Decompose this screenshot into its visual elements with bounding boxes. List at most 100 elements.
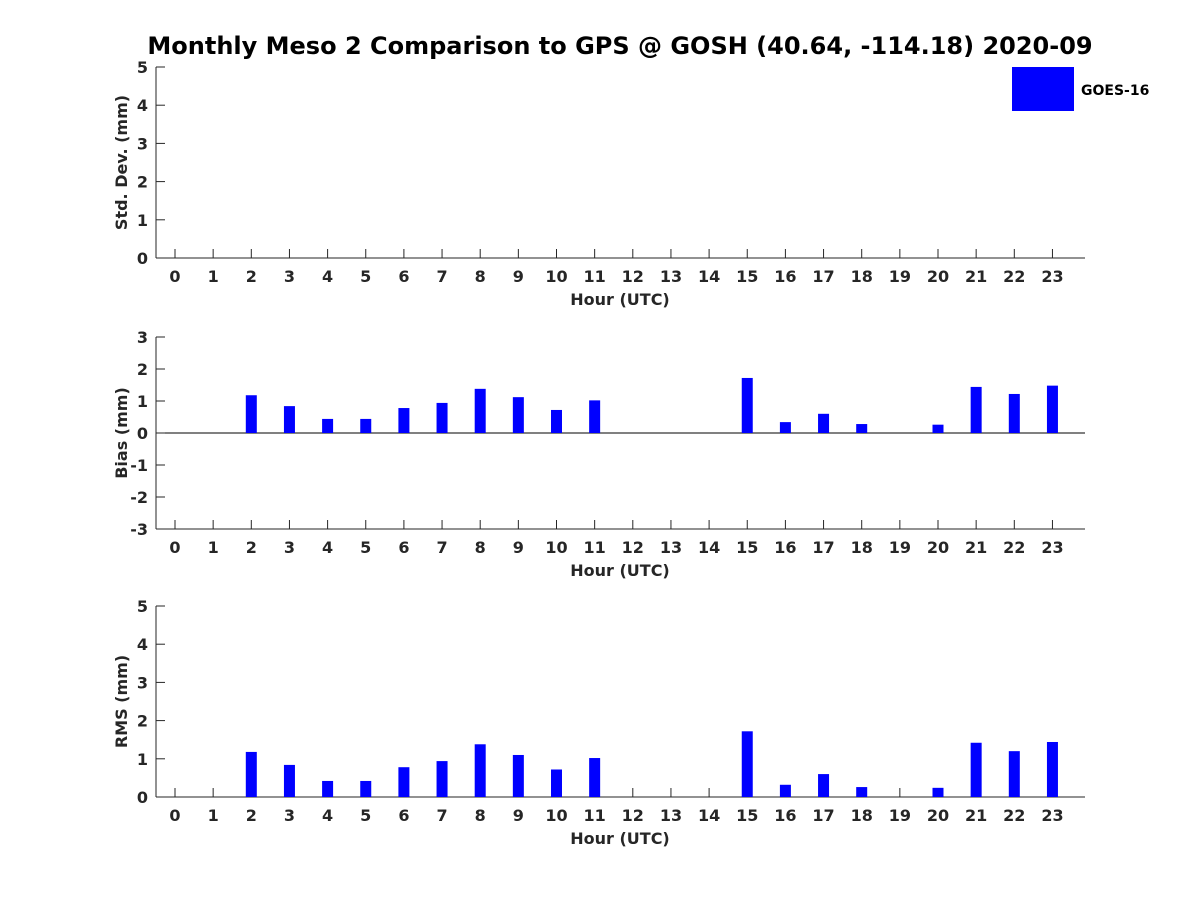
bar-hour-16 <box>779 784 791 797</box>
x-tick-label: 0 <box>169 806 180 825</box>
x-tick-label: 22 <box>1003 538 1025 557</box>
legend: GOES-16 <box>1012 67 1149 111</box>
x-tick-label: 3 <box>284 267 295 286</box>
x-tick-label: 21 <box>965 267 987 286</box>
bar-hour-7 <box>436 402 448 433</box>
bar-hour-3 <box>283 764 295 797</box>
x-tick-label: 9 <box>513 806 524 825</box>
x-tick-label: 6 <box>398 806 409 825</box>
x-tick-label: 3 <box>284 538 295 557</box>
bar-hour-23 <box>1046 741 1058 797</box>
y-tick-label: 4 <box>137 96 148 115</box>
y-axis-label: Bias (mm) <box>112 387 131 479</box>
x-tick-label: 4 <box>322 806 333 825</box>
x-tick-label: 13 <box>660 806 682 825</box>
bar-hour-3 <box>283 406 295 433</box>
x-tick-label: 17 <box>812 267 834 286</box>
bar-hour-5 <box>360 418 372 433</box>
x-tick-label: 12 <box>622 267 644 286</box>
x-tick-label: 18 <box>851 538 873 557</box>
bar-hour-10 <box>551 409 562 433</box>
x-tick-label: 6 <box>398 538 409 557</box>
x-tick-label: 15 <box>736 806 758 825</box>
x-tick-label: 16 <box>774 538 796 557</box>
bar-hour-22 <box>1008 751 1020 797</box>
x-tick-label: 21 <box>965 538 987 557</box>
bar-hour-8 <box>474 744 486 797</box>
x-tick-label: 14 <box>698 806 720 825</box>
x-tick-label: 12 <box>622 806 644 825</box>
bar-hour-10 <box>551 769 562 797</box>
bar-hour-4 <box>322 418 334 433</box>
y-tick-label: 2 <box>137 712 148 731</box>
x-tick-label: 2 <box>246 538 257 557</box>
x-tick-label: 15 <box>736 267 758 286</box>
y-tick-label: -3 <box>130 520 148 539</box>
x-tick-label: 20 <box>927 267 949 286</box>
y-tick-label: 1 <box>137 392 148 411</box>
bar-hour-22 <box>1008 393 1020 433</box>
bar-hour-5 <box>360 780 372 797</box>
y-tick-label: -2 <box>130 488 148 507</box>
x-tick-label: 10 <box>545 806 567 825</box>
y-tick-label: 0 <box>137 424 148 443</box>
x-tick-label: 4 <box>322 267 333 286</box>
y-tick-label: 0 <box>137 788 148 807</box>
x-axis-label: Hour (UTC) <box>570 290 670 309</box>
bar-hour-2 <box>245 751 257 797</box>
x-tick-label: 1 <box>208 538 219 557</box>
x-tick-label: 10 <box>545 267 567 286</box>
bar-hour-9 <box>512 754 524 797</box>
x-tick-label: 7 <box>436 538 447 557</box>
x-tick-label: 22 <box>1003 267 1025 286</box>
bar-hour-8 <box>474 388 486 433</box>
y-tick-label: 1 <box>137 750 148 769</box>
y-tick-label: 0 <box>137 249 148 268</box>
x-tick-label: 23 <box>1041 267 1063 286</box>
x-tick-label: 20 <box>927 806 949 825</box>
bar-hour-7 <box>436 761 448 797</box>
legend-label-goes-16: GOES-16 <box>1081 83 1149 99</box>
x-tick-label: 0 <box>169 538 180 557</box>
x-tick-label: 2 <box>246 806 257 825</box>
x-tick-label: 19 <box>889 267 911 286</box>
x-tick-label: 2 <box>246 267 257 286</box>
bar-hour-18 <box>856 787 868 797</box>
x-tick-label: 23 <box>1041 806 1063 825</box>
x-tick-label: 14 <box>698 538 720 557</box>
bar-hour-15 <box>741 731 753 797</box>
x-tick-label: 4 <box>322 538 333 557</box>
x-tick-label: 16 <box>774 806 796 825</box>
x-tick-label: 10 <box>545 538 567 557</box>
legend-swatch-goes-16 <box>1012 67 1074 111</box>
bar-hour-2 <box>245 395 257 433</box>
bar-hour-21 <box>970 742 982 797</box>
y-tick-label: 3 <box>137 328 148 347</box>
y-tick-label: 1 <box>137 211 148 230</box>
y-tick-label: 2 <box>137 173 148 192</box>
x-tick-label: 20 <box>927 538 949 557</box>
x-tick-label: 8 <box>475 538 486 557</box>
x-tick-label: 11 <box>584 267 606 286</box>
bar-hour-6 <box>398 408 410 433</box>
x-tick-label: 18 <box>851 267 873 286</box>
x-tick-label: 23 <box>1041 538 1063 557</box>
bar-hour-15 <box>741 377 753 433</box>
x-tick-label: 21 <box>965 806 987 825</box>
x-axis-label: Hour (UTC) <box>570 829 670 848</box>
x-tick-label: 16 <box>774 267 796 286</box>
bar-hour-4 <box>322 780 334 797</box>
x-tick-label: 14 <box>698 267 720 286</box>
bar-hour-21 <box>970 386 982 433</box>
y-tick-label: 5 <box>137 597 148 616</box>
x-tick-label: 7 <box>436 806 447 825</box>
y-tick-label: 3 <box>137 134 148 153</box>
x-tick-label: 0 <box>169 267 180 286</box>
x-tick-label: 15 <box>736 538 758 557</box>
x-tick-label: 8 <box>475 806 486 825</box>
x-tick-label: 17 <box>812 806 834 825</box>
